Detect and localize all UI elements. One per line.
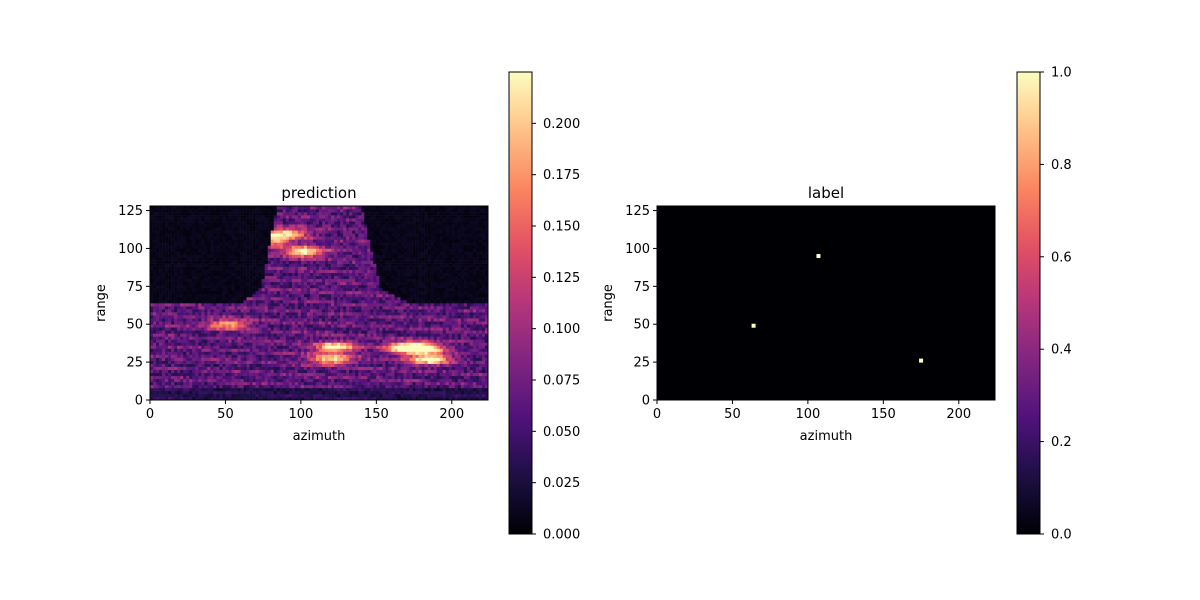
y-axis-label: range	[94, 284, 109, 322]
colorbar	[508, 71, 533, 535]
x-axis-label: azimuth	[800, 429, 853, 444]
colorbar-tick-label: 0.025	[543, 476, 580, 491]
colorbar-tick-label: 0.0	[1051, 528, 1072, 543]
x-tick-label: 200	[439, 407, 464, 422]
y-tick-label: 100	[118, 242, 143, 257]
colorbar-tick-label: 0.075	[543, 374, 580, 389]
colorbar-tick-label: 0.050	[543, 425, 580, 440]
y-tick-label: 125	[118, 204, 143, 219]
label-point	[751, 323, 756, 328]
x-tick-label: 200	[946, 407, 971, 422]
y-tick-label: 0	[642, 394, 650, 409]
colorbar-tick-label: 0.4	[1051, 343, 1072, 358]
y-axis-label: range	[601, 284, 616, 322]
colorbar-tick-label: 0.150	[543, 220, 580, 235]
colorbar-tick-label: 0.6	[1051, 250, 1072, 265]
y-tick-label: 75	[126, 280, 143, 295]
label-point	[816, 254, 821, 259]
colorbar-tick-label: 0.2	[1051, 435, 1072, 450]
prediction-panel: 0 50 100 150 200 0 25 50 75 100 125 prediction azimu…	[94, 71, 580, 543]
y-tick-label: 100	[625, 242, 650, 257]
plot-frame	[149, 205, 489, 401]
colorbar-tick-label: 0.000	[543, 528, 580, 543]
colorbar	[1016, 71, 1041, 535]
y-tick-label: 0	[135, 394, 143, 409]
x-tick-label: 0	[653, 407, 661, 422]
colorbar-tick-label: 0.200	[543, 117, 580, 132]
x-tick-label: 0	[146, 407, 154, 422]
x-tick-label: 100	[288, 407, 313, 422]
label-point	[919, 358, 924, 363]
colorbar-tick-label: 0.125	[543, 271, 580, 286]
heatmap-image	[150, 206, 489, 401]
plot-title: prediction	[281, 184, 356, 202]
y-tick-label: 50	[126, 318, 143, 333]
x-axis-label: azimuth	[293, 429, 346, 444]
x-tick-label: 150	[871, 407, 896, 422]
plot-title: label	[808, 184, 844, 202]
plot-frame	[656, 205, 996, 401]
x-tick-label: 100	[795, 407, 820, 422]
y-tick-label: 75	[633, 280, 650, 295]
y-tick-label: 50	[633, 318, 650, 333]
y-tick-label: 125	[625, 204, 650, 219]
x-tick-label: 50	[217, 407, 234, 422]
colorbar-tick-label: 0.100	[543, 322, 580, 337]
colorbar-tick-label: 1.0	[1051, 66, 1072, 81]
y-tick-label: 25	[126, 356, 143, 371]
colorbar-tick-label: 0.8	[1051, 158, 1072, 173]
colorbar-tick-label: 0.175	[543, 168, 580, 183]
y-tick-label: 25	[633, 356, 650, 371]
label-panel: 0 50 100 150 200 0 25 50 75 100 125 label azimuth ran…	[601, 66, 1072, 543]
x-tick-label: 150	[364, 407, 389, 422]
heatmap-background	[657, 206, 995, 400]
x-tick-label: 50	[724, 407, 741, 422]
